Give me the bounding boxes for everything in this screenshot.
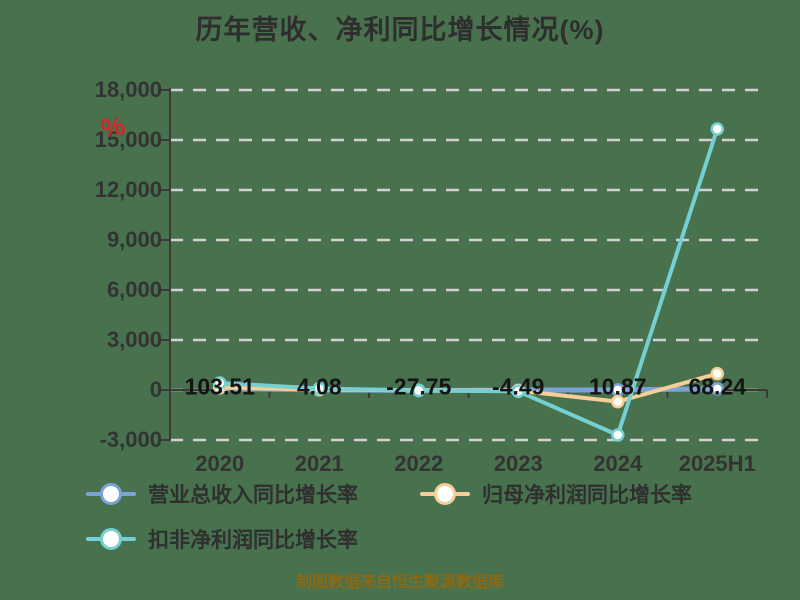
y-axis-tick-label: 6,000 <box>106 277 162 302</box>
data-source-note: 制图数据来自恒生聚源数据库 <box>295 574 504 591</box>
percent-watermark-icon: % <box>98 110 128 144</box>
data-point-value-label: 4.08 <box>296 373 342 400</box>
x-axis-category-label: 2020 <box>195 451 245 476</box>
y-axis-tick-label: 0 <box>149 377 162 402</box>
data-point-value-label: 68.24 <box>688 373 747 400</box>
y-axis-tick-label: 18,000 <box>94 77 162 102</box>
x-axis-category-label: 2025H1 <box>678 451 756 476</box>
data-point-marker <box>611 428 625 442</box>
data-point-value-label: 10.87 <box>588 373 647 400</box>
x-axis-category-label: 2023 <box>493 451 543 476</box>
data-point-marker <box>611 394 625 409</box>
chart-title: 历年营收、净利同比增长情况(%) <box>195 15 605 45</box>
legend-label: 扣非净利润同比增长率 <box>148 529 358 552</box>
legend-label: 归母净利润同比增长率 <box>482 484 692 507</box>
x-axis-category-label: 2024 <box>593 451 643 476</box>
legend-line-dot-icon <box>420 483 470 505</box>
data-point-marker <box>213 376 227 390</box>
data-point-marker <box>511 384 525 399</box>
y-axis-tick-label: 9,000 <box>106 227 162 252</box>
legend-line-dot-icon <box>86 528 136 550</box>
legend-label: 营业总收入同比增长率 <box>148 484 358 507</box>
x-axis-category-label: 2021 <box>294 451 344 476</box>
data-point-value-label: 103.51 <box>184 373 255 400</box>
data-point-marker <box>312 381 326 396</box>
data-point-value-label: -4.49 <box>492 373 545 400</box>
y-axis-tick-label: 15,000 <box>94 127 162 152</box>
x-axis-category-label: 2022 <box>394 451 444 476</box>
y-axis-tick-label: 3,000 <box>106 327 162 352</box>
data-point-marker <box>710 366 724 381</box>
legend-item-net-profit-growth[interactable]: 归母净利润同比增长率 <box>420 479 692 509</box>
data-point-marker <box>710 382 724 396</box>
y-axis-tick-label: 12,000 <box>94 177 162 202</box>
legend-line-dot-icon <box>86 483 136 505</box>
y-axis-tick-label: -3,000 <box>99 427 162 452</box>
data-point-marker <box>710 122 724 136</box>
data-point-marker <box>412 383 426 398</box>
legend-item-deducted-profit-growth[interactable]: 扣非净利润同比增长率 <box>86 524 358 554</box>
legend-item-revenue-growth[interactable]: 营业总收入同比增长率 <box>86 479 358 509</box>
data-point-value-label: -27.75 <box>386 373 452 400</box>
series-line-2 <box>217 127 720 437</box>
